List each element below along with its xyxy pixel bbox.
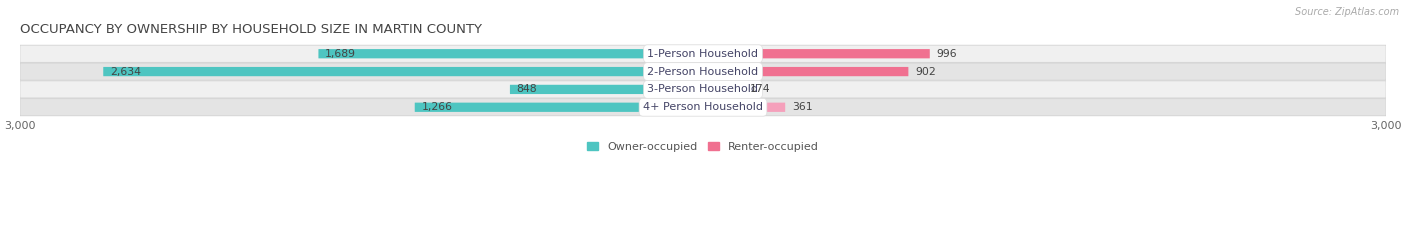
Text: 1,266: 1,266 xyxy=(422,102,453,112)
Text: 361: 361 xyxy=(792,102,813,112)
Text: 1-Person Household: 1-Person Household xyxy=(648,49,758,59)
Text: 4+ Person Household: 4+ Person Household xyxy=(643,102,763,112)
FancyBboxPatch shape xyxy=(20,45,1386,62)
FancyBboxPatch shape xyxy=(318,49,703,58)
Text: 996: 996 xyxy=(936,49,957,59)
Text: Source: ZipAtlas.com: Source: ZipAtlas.com xyxy=(1295,7,1399,17)
FancyBboxPatch shape xyxy=(20,99,1386,116)
FancyBboxPatch shape xyxy=(703,85,742,94)
Text: 1,689: 1,689 xyxy=(325,49,356,59)
FancyBboxPatch shape xyxy=(703,103,785,112)
FancyBboxPatch shape xyxy=(20,63,1386,80)
Text: 848: 848 xyxy=(517,84,537,94)
Text: 174: 174 xyxy=(749,84,770,94)
Text: OCCUPANCY BY OWNERSHIP BY HOUSEHOLD SIZE IN MARTIN COUNTY: OCCUPANCY BY OWNERSHIP BY HOUSEHOLD SIZE… xyxy=(20,23,482,36)
Text: 902: 902 xyxy=(915,67,936,77)
FancyBboxPatch shape xyxy=(703,67,908,76)
FancyBboxPatch shape xyxy=(20,81,1386,98)
Legend: Owner-occupied, Renter-occupied: Owner-occupied, Renter-occupied xyxy=(586,142,820,152)
Text: 3-Person Household: 3-Person Household xyxy=(648,84,758,94)
FancyBboxPatch shape xyxy=(103,67,703,76)
Text: 2-Person Household: 2-Person Household xyxy=(647,67,759,77)
FancyBboxPatch shape xyxy=(703,49,929,58)
Text: 2,634: 2,634 xyxy=(110,67,141,77)
FancyBboxPatch shape xyxy=(510,85,703,94)
FancyBboxPatch shape xyxy=(415,103,703,112)
